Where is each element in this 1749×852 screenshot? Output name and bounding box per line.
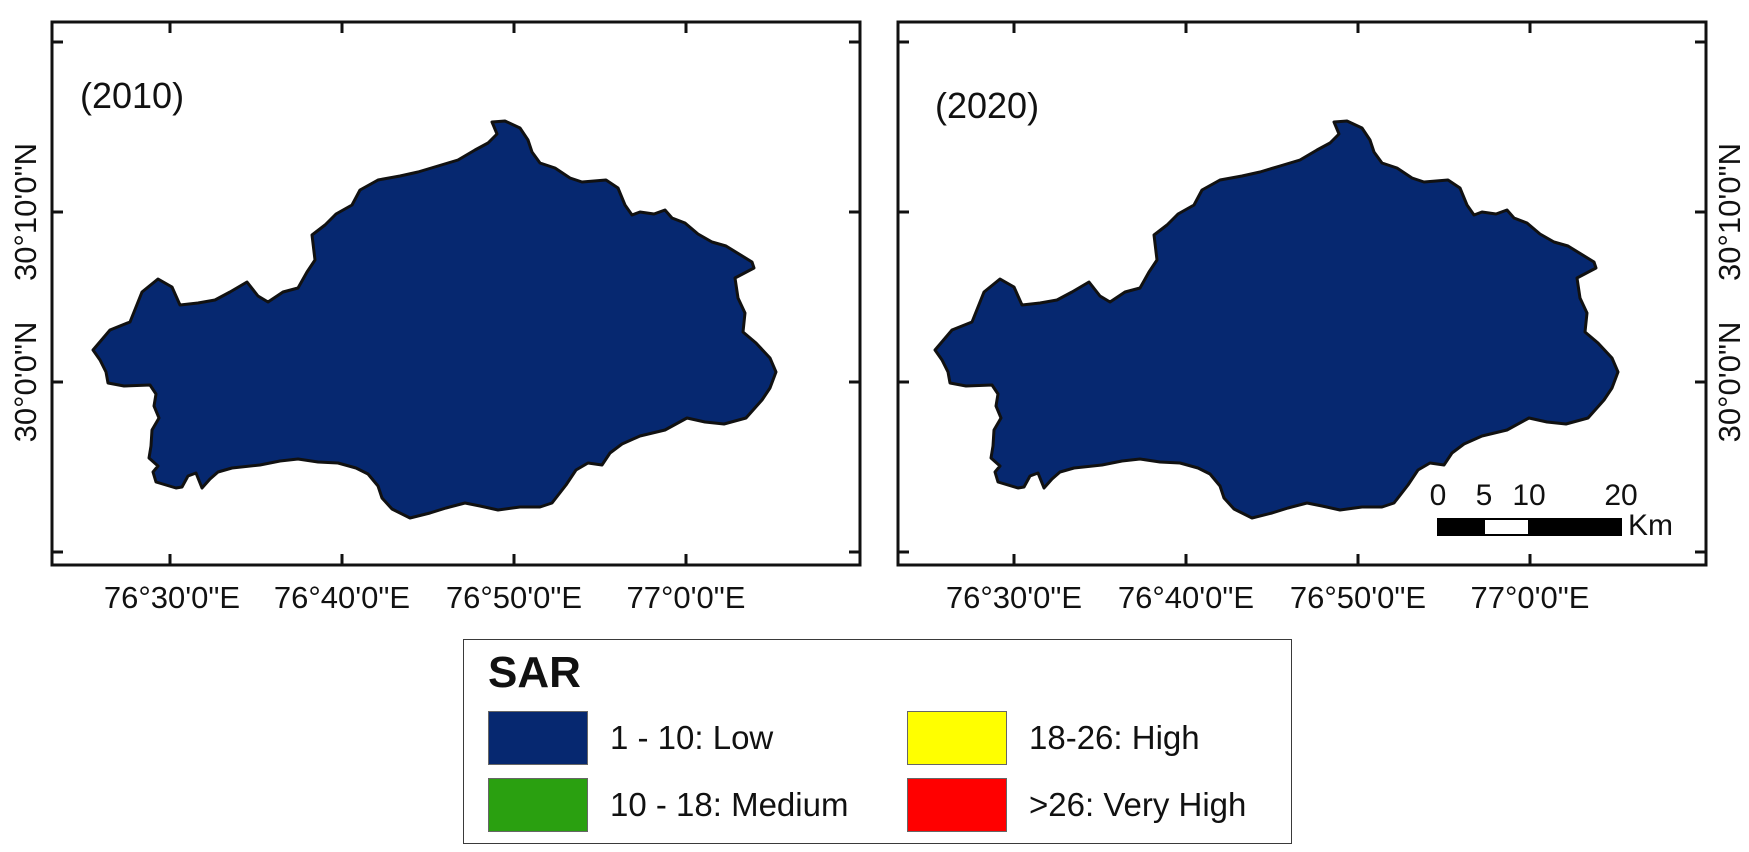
latitude-label: 30°10'0"N [8,143,43,281]
legend-swatch [488,778,588,832]
legend-item-high: 18-26: High [907,710,1200,766]
legend-swatch [907,778,1007,832]
district-area-shape [933,119,1620,520]
legend-title: SAR [488,648,581,697]
map-panel-2010: (2010) [50,20,862,567]
scale-tick-label: 10 [1512,479,1545,512]
legend-item-low: 1 - 10: Low [488,710,773,766]
legend-label: 18-26: High [1029,719,1200,756]
legend-label: 10 - 18: Medium [610,786,849,823]
latitude-label: 30°10'0"N [1712,143,1747,281]
map-frame-ticks [898,22,1706,565]
longitude-labels-right: 76°30'0"E 76°40'0"E 76°50'0"E 77°0'0"E [946,580,1590,615]
scale-tick-label: 20 [1604,479,1637,512]
longitude-label: 76°40'0"E [1118,580,1254,615]
map-panel-2020: (2020) 0 5 10 20 Km [896,20,1708,567]
map-year-label: (2020) [935,85,1039,126]
scale-bar-segment [1528,518,1622,536]
legend-item-medium: 10 - 18: Medium [488,777,848,833]
legend-label: 1 - 10: Low [610,719,774,756]
map-frame-ticks [52,22,860,565]
longitude-label: 76°40'0"E [274,580,410,615]
latitude-labels-left: 30°10'0"N 30°0'0"N [8,143,43,442]
map-year-label: (2010) [80,75,184,116]
longitude-labels-left: 76°30'0"E 76°40'0"E 76°50'0"E 77°0'0"E [104,580,746,615]
legend-swatch [488,711,588,765]
scale-bar-segment [1437,518,1485,536]
legend-label: >26: Very High [1029,786,1247,823]
district-area-shape [91,119,778,520]
scale-tick-label: 5 [1476,479,1493,512]
longitude-label: 76°50'0"E [446,580,582,615]
scale-bar: 0 5 10 20 Km [1430,479,1673,542]
scale-unit-label: Km [1628,509,1673,542]
scale-tick-label: 0 [1430,479,1447,512]
longitude-label: 76°30'0"E [946,580,1082,615]
legend: SAR 1 - 10: Low 10 - 18: Medium 18-26: H… [463,639,1292,844]
latitude-label: 30°0'0"N [1712,322,1747,443]
scale-bar-segment [1483,518,1530,536]
longitude-label: 76°50'0"E [1290,580,1426,615]
longitude-label: 76°30'0"E [104,580,240,615]
longitude-label: 77°0'0"E [1471,580,1590,615]
legend-item-very-high: >26: Very High [907,777,1246,833]
latitude-label: 30°0'0"N [8,322,43,443]
legend-swatch [907,711,1007,765]
longitude-label: 77°0'0"E [627,580,746,615]
latitude-labels-right: 30°10'0"N 30°0'0"N [1712,143,1747,442]
